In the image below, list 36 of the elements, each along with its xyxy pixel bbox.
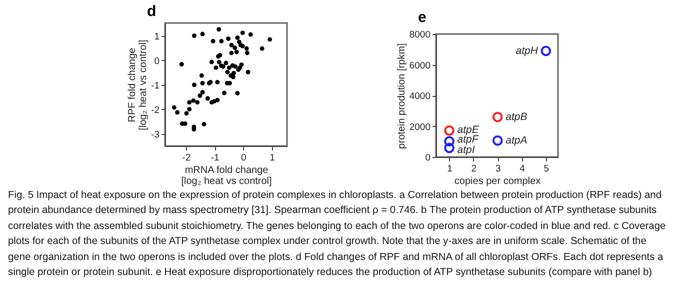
chart-title: d bbox=[147, 3, 156, 20]
annotation: atpB bbox=[506, 111, 528, 124]
point bbox=[444, 136, 455, 146]
x-tick-label: -1 bbox=[210, 152, 220, 164]
y-tick-label: 0 bbox=[154, 56, 160, 67]
y-tick-label: 1 bbox=[154, 31, 160, 42]
x-tick-label: 4 bbox=[520, 164, 526, 174]
x-tick-label: 2 bbox=[472, 164, 478, 174]
x-tick-label: 3 bbox=[496, 164, 502, 174]
y-tick-label: 6000 bbox=[410, 60, 431, 72]
y-tick-label: 4000 bbox=[410, 91, 431, 102]
annotation: atpI bbox=[458, 144, 476, 156]
y-tick-label: -3 bbox=[151, 129, 160, 140]
y-tick-label: -1 bbox=[151, 80, 160, 92]
x-axis-title: copies per complex bbox=[454, 176, 542, 187]
x-tick-label: 1 bbox=[270, 152, 275, 164]
annotation: atpH bbox=[516, 44, 539, 57]
y-tick-label: 2000 bbox=[410, 122, 431, 133]
x-tick-label: 0 bbox=[241, 152, 246, 164]
point bbox=[541, 46, 552, 56]
chart-title: e bbox=[418, 9, 427, 26]
y-axis-title: RPF fold change [log₂ heat vs control] bbox=[127, 39, 150, 130]
x-tick-label: 1 bbox=[448, 164, 453, 174]
y-axis-title: protein prodution [rpkm] bbox=[396, 42, 408, 149]
x-tick-label: 5 bbox=[544, 164, 550, 174]
y-tick-label: 8000 bbox=[410, 30, 431, 40]
point bbox=[444, 142, 455, 154]
x-tick-label: -2 bbox=[182, 152, 191, 164]
y-tick-label: -2 bbox=[151, 104, 160, 116]
point bbox=[444, 125, 455, 136]
caption: Fig. 5 Impact of heat exposure on the expression of protein complexes in chloroplasts. a Correlation between protein production (RPF reads) and protein abundance determined by mass spectrometry [31]. Spearman coefficient ρ = 0.746. b The protein production of ATP synthetase subunits correlates with the assembled subunit stoichiometry. The genes belonging to each of the two operons are color-coded in blue and red. c Coverage plots for each of the subunits of the ATP synthetase complex under control growth. Note that the y-axes are in uniform scale. Schematic of the gene organization in the two operons is included over the plots. d Fold changes of RPF and mRNA of all chloroplast ORFs. Each dot represents a single protein or protein subunit. e Heat exposure disproportionately reduces the production of ATP synthetase subunits (compare with panel b) bbox=[8, 189, 667, 280]
annotation: atpA bbox=[506, 134, 528, 147]
point bbox=[492, 112, 504, 122]
annotation: atpE bbox=[458, 124, 480, 136]
x-axis-title: mRNA fold change [log₂ heat vs control] bbox=[181, 165, 272, 187]
point bbox=[492, 135, 504, 146]
